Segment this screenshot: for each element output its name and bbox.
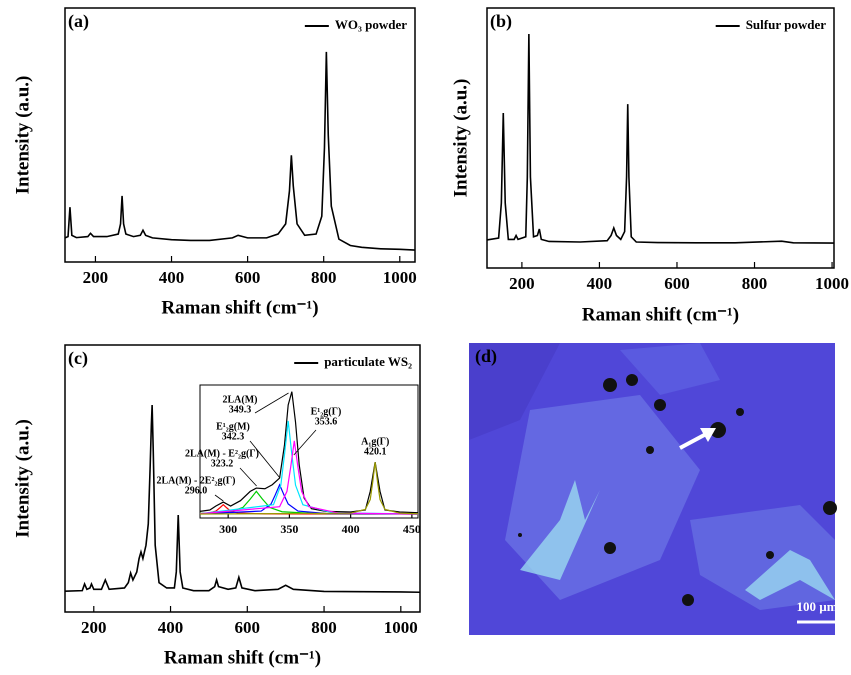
flake xyxy=(690,505,835,610)
scale-bar-label: 100 µm xyxy=(796,599,837,614)
panel-label: (d) xyxy=(475,346,497,367)
x-tick-label: 1000 xyxy=(384,618,418,637)
x-tick-label: 200 xyxy=(81,618,107,637)
x-tick-label: 400 xyxy=(158,618,184,637)
x-tick-label: 200 xyxy=(509,274,535,293)
annotation-mode: 2LA(M) - 2E²₂g(Γ) xyxy=(156,475,235,486)
annotation-value: 420.1 xyxy=(364,446,387,457)
annotation-mode: 2LA(M) - E²₂g(Γ) xyxy=(185,448,259,459)
x-tick-label: 800 xyxy=(311,268,337,287)
pointer-arrow-head xyxy=(700,428,716,442)
legend-label: particulate WS₂ xyxy=(324,354,412,369)
x-tick-label: 400 xyxy=(587,274,613,293)
chart: 300 350 400 450 2LA(M)349.3 E¹₂g(M)342.3 2LA(M… xyxy=(156,384,421,536)
x-axis-label: Raman shift (cm⁻¹) xyxy=(164,647,321,668)
y-axis-label: Intensity (a.u.) xyxy=(450,79,471,198)
plot-area xyxy=(486,7,835,269)
particles xyxy=(518,374,837,606)
annotation-value: 323.2 xyxy=(211,458,234,469)
x-tick-label: 800 xyxy=(742,274,768,293)
y-axis-label: Intensity (a.u.) xyxy=(12,76,33,195)
annotation-value: 353.6 xyxy=(315,416,338,427)
x-tick-label: 400 xyxy=(342,522,360,536)
chart: 200 400 600 800 1000 (a) Raman shift (cm⁻¹) Int… xyxy=(12,7,417,318)
spectrum-line xyxy=(199,462,419,515)
spectrum-line xyxy=(64,405,421,594)
x-tick-label: 300 xyxy=(219,522,237,536)
flake-edge xyxy=(520,480,600,580)
annotation-arrow xyxy=(249,440,281,479)
panel-label: (b) xyxy=(490,11,512,32)
x-tick-label: 600 xyxy=(664,274,690,293)
chart: 200 400 600 800 1000 (b) Raman shift (cm⁻¹) Int… xyxy=(450,7,849,325)
spectrum-line xyxy=(64,51,416,251)
x-tick-label: 400 xyxy=(159,268,185,287)
flake xyxy=(469,343,560,440)
x-tick-label: 450 xyxy=(403,522,421,536)
x-tick-label: 800 xyxy=(311,618,337,637)
legend-label: WO₃ powder xyxy=(335,17,407,32)
annotation-value: 296.0 xyxy=(185,485,208,496)
annotation-mode: E¹₂g(M) xyxy=(216,421,250,432)
spectrum-line xyxy=(486,33,835,244)
annotation-value: 349.3 xyxy=(229,404,252,415)
panel-label: (a) xyxy=(68,11,89,32)
annotation-mode: A₁g(Γ) xyxy=(361,436,389,447)
annotation-arrow xyxy=(254,392,289,414)
x-tick-label: 600 xyxy=(235,618,261,637)
spectrum-line xyxy=(199,440,419,515)
x-tick-label: 200 xyxy=(83,268,109,287)
annotation-arrow xyxy=(239,467,257,487)
plot-area xyxy=(64,7,416,263)
annotation-value: 342.3 xyxy=(222,431,245,442)
legend-label: Sulfur powder xyxy=(746,17,827,32)
annotation-mode: 2LA(M) xyxy=(223,394,258,405)
x-tick-label: 600 xyxy=(235,268,261,287)
x-tick-label: 1000 xyxy=(383,268,417,287)
x-tick-label: 1000 xyxy=(815,274,849,293)
flake-edge xyxy=(745,550,835,600)
micrograph: 100 µm (d) xyxy=(469,343,838,635)
annotation-mode: E¹₂g(Γ) xyxy=(311,406,342,417)
x-tick-label: 350 xyxy=(280,522,298,536)
panel-label: (c) xyxy=(68,348,88,369)
x-axis-label: Raman shift (cm⁻¹) xyxy=(161,297,318,318)
x-axis-label: Raman shift (cm⁻¹) xyxy=(582,304,739,325)
annotation-arrow xyxy=(214,494,224,502)
annotation-arrow xyxy=(293,429,317,456)
flake xyxy=(620,343,720,395)
pointer-arrow xyxy=(679,431,709,450)
y-axis-label: Intensity (a.u.) xyxy=(12,419,33,538)
